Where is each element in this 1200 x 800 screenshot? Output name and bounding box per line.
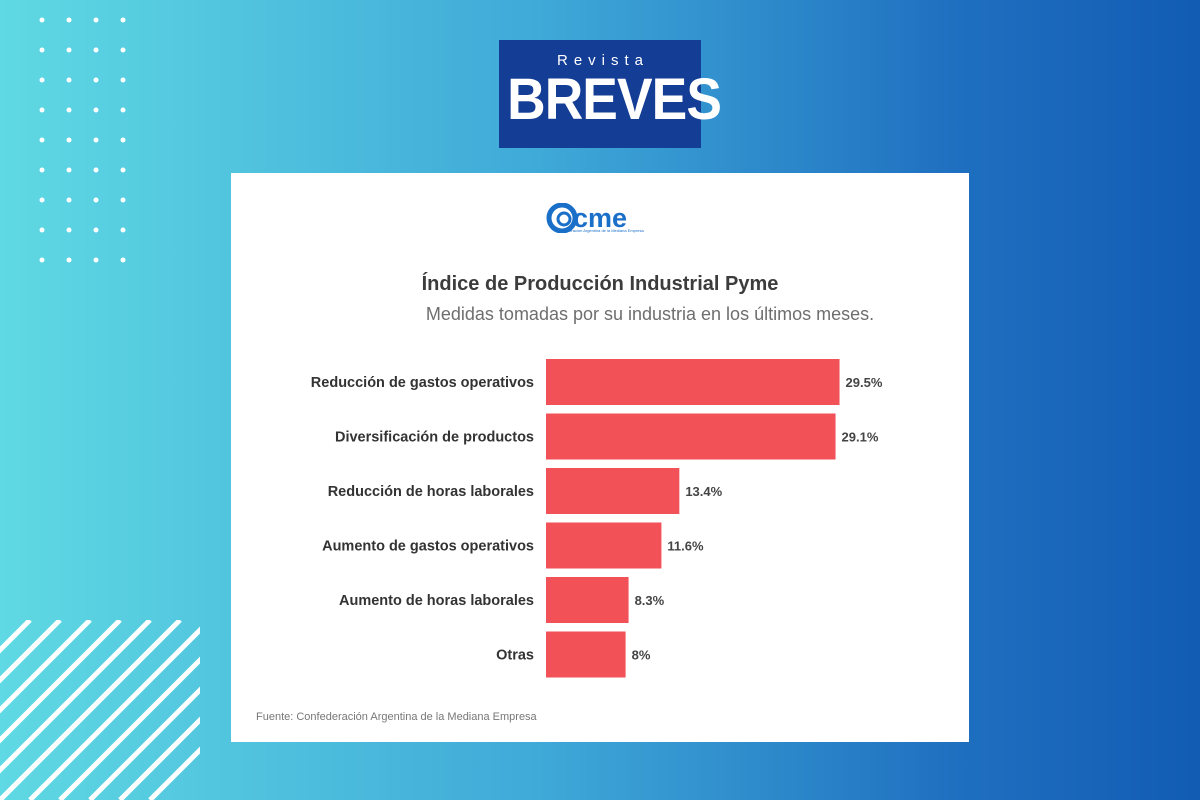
- decorative-dot: [39, 197, 45, 203]
- decorative-dot: [93, 257, 99, 263]
- decorative-dot: [39, 107, 45, 113]
- decorative-dot: [120, 137, 126, 143]
- decorative-dot: [39, 47, 45, 53]
- decorative-dot: [39, 227, 45, 233]
- decorative-dot: [93, 197, 99, 203]
- decorative-dot: [93, 17, 99, 23]
- bar: [546, 468, 680, 514]
- decorative-dot: [66, 77, 72, 83]
- decorative-dot: [93, 107, 99, 113]
- bar: [546, 413, 836, 460]
- decorative-dot-grid: [39, 17, 126, 263]
- came-logo-mark: cme: [546, 203, 627, 233]
- chart-card: cme Confederación Argentina de la Median…: [231, 173, 969, 742]
- came-logo: cme: [231, 203, 969, 238]
- decorative-dot: [66, 107, 72, 113]
- decorative-dot: [39, 77, 45, 83]
- category-label: Aumento de gastos operativos: [322, 539, 534, 555]
- decorative-dot: [120, 47, 126, 53]
- decorative-dot: [120, 257, 126, 263]
- decorative-dot: [39, 167, 45, 173]
- decorative-dot: [120, 167, 126, 173]
- decorative-dot: [93, 77, 99, 83]
- category-label: Reducción de horas laborales: [328, 484, 534, 500]
- bar-chart: Reducción de gastos operativos 29.5% Diver…: [311, 359, 883, 678]
- decorative-dot: [39, 137, 45, 143]
- decorative-dot: [39, 257, 45, 263]
- category-label: Aumento de horas laborales: [339, 593, 534, 609]
- decorative-dot: [66, 47, 72, 53]
- bar: [546, 522, 662, 569]
- decorative-dot: [120, 107, 126, 113]
- decorative-dot: [120, 77, 126, 83]
- value-label: 13.4%: [685, 484, 722, 499]
- value-label: 8%: [632, 648, 651, 663]
- value-label: 8.3%: [635, 593, 665, 608]
- bar: [546, 577, 629, 623]
- decorative-dot: [66, 227, 72, 233]
- decorative-dot: [66, 197, 72, 203]
- chart-title: Índice de Producción Industrial Pyme: [421, 273, 779, 295]
- decorative-dot: [66, 257, 72, 263]
- decorative-dot: [93, 47, 99, 53]
- chart-subtitle: Medidas tomadas por su industria en los …: [425, 304, 875, 324]
- source-note: Fuente: Confederación Argentina de la Me…: [256, 711, 537, 723]
- decorative-dot: [93, 227, 99, 233]
- decorative-dot: [66, 17, 72, 23]
- decorative-dot: [39, 17, 45, 23]
- revista-breves-logo: Revista BREVES: [499, 40, 722, 148]
- value-label: 11.6%: [667, 539, 704, 554]
- category-label: Reducción de gastos operativos: [311, 375, 534, 391]
- decorative-dot: [66, 137, 72, 143]
- decorative-dot: [93, 167, 99, 173]
- decorative-dot: [120, 17, 126, 23]
- value-label: 29.1%: [842, 430, 879, 445]
- bar: [546, 359, 840, 405]
- decorative-dot: [120, 197, 126, 203]
- came-logo-text: cme: [573, 203, 627, 233]
- decorative-dot: [66, 167, 72, 173]
- category-label: Diversificación de productos: [335, 430, 534, 446]
- category-label: Otras: [496, 648, 534, 664]
- logo-small-text: Revista: [556, 52, 650, 69]
- logo-big-text: BREVES: [507, 67, 722, 132]
- decorative-dot: [120, 227, 126, 233]
- value-label: 29.5%: [846, 375, 883, 390]
- decorative-dot: [93, 137, 99, 143]
- came-tagline: Confederación Argentina de la Mediana Em…: [556, 228, 644, 233]
- bar: [546, 631, 626, 678]
- decorative-stripes: [0, 620, 200, 800]
